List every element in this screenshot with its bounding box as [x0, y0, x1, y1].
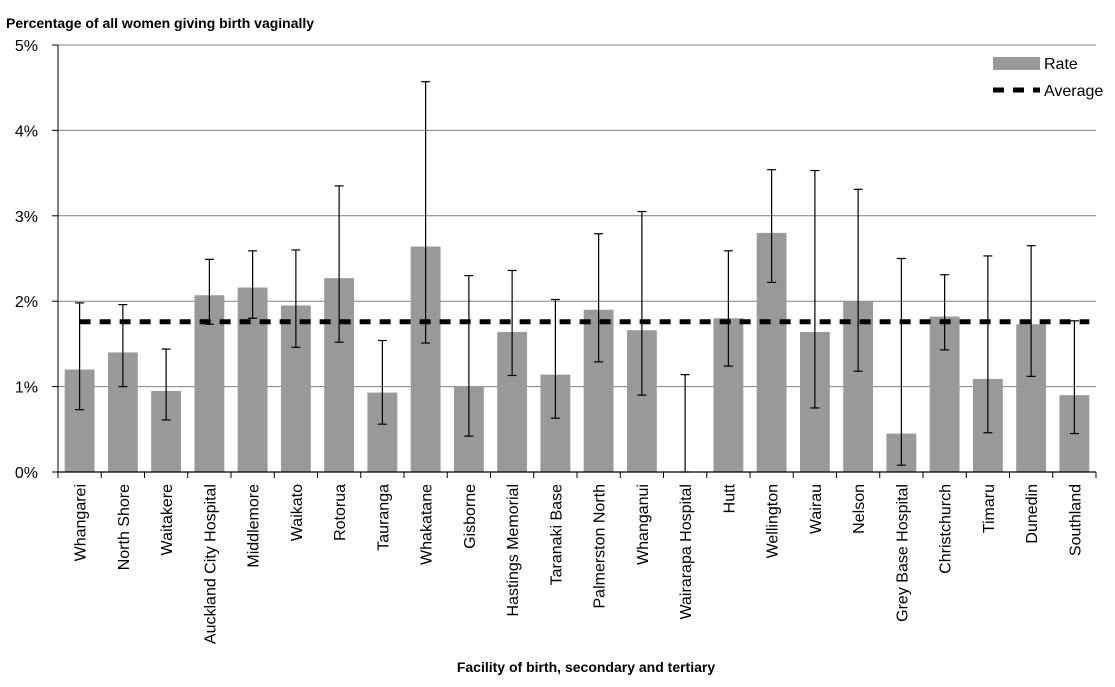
y-tick-label: 2%	[15, 294, 38, 311]
x-tick-label: Wairau	[808, 484, 825, 534]
legend: Rate Average	[993, 56, 1103, 100]
bars	[64, 232, 1090, 472]
x-tick-label: Auckland City Hospital	[202, 484, 219, 644]
x-tick-labels: Whangarei North Shore Waitakere Auckland Ci…	[73, 483, 1085, 644]
x-tick-label: Waitakere	[159, 484, 176, 556]
legend-rate-label: Rate	[1044, 56, 1078, 73]
x-tick-label: Hutt	[721, 483, 738, 513]
x-tick-label: Timaru	[981, 484, 998, 533]
x-axis-title: Facility of birth, secondary and tertiar…	[457, 659, 716, 675]
x-tick-label: Wellington	[765, 484, 782, 558]
x-tick-label: Southland	[1067, 484, 1084, 556]
x-tick-label: Nelson	[851, 484, 868, 534]
x-tick-label: Dunedin	[1024, 484, 1041, 544]
x-tick-label: Middlemore	[246, 484, 263, 568]
y-tick-label: 0%	[15, 465, 38, 482]
x-tick-label: Hastings Memorial	[505, 484, 522, 616]
legend-rate-swatch	[993, 57, 1040, 70]
x-tick-label: North Shore	[116, 484, 133, 570]
x-tick-label: Whangarei	[73, 484, 90, 561]
axes	[52, 44, 1097, 478]
y-tick-label: 5%	[15, 38, 38, 55]
x-tick-label: Waikato	[289, 484, 306, 541]
x-tick-label: Whakatane	[419, 484, 436, 565]
x-tick-label: Tauranga	[375, 484, 392, 551]
x-tick-label: Grey Base Hospital	[894, 484, 911, 622]
y-tick-labels: 0% 1% 2% 3% 4% 5%	[15, 38, 38, 482]
y-tick-label: 1%	[15, 380, 38, 397]
x-tick-label: Christchurch	[938, 484, 955, 574]
y-tick-label: 3%	[15, 209, 38, 226]
y-tick-label: 4%	[15, 123, 38, 140]
x-tick-label: Wairarapa Hospital	[678, 484, 695, 619]
x-tick-label: Gisborne	[462, 484, 479, 549]
chart-title: Percentage of all women giving birth vag…	[6, 15, 314, 31]
legend-average-label: Average	[1044, 83, 1103, 100]
x-tick-label: Whanganui	[635, 484, 652, 565]
error-bars	[75, 81, 1079, 473]
x-tick-label: Palmerston North	[592, 484, 609, 609]
x-tick-label: Taranaki Base	[548, 484, 565, 585]
x-tick-label: Rotorua	[332, 484, 349, 541]
